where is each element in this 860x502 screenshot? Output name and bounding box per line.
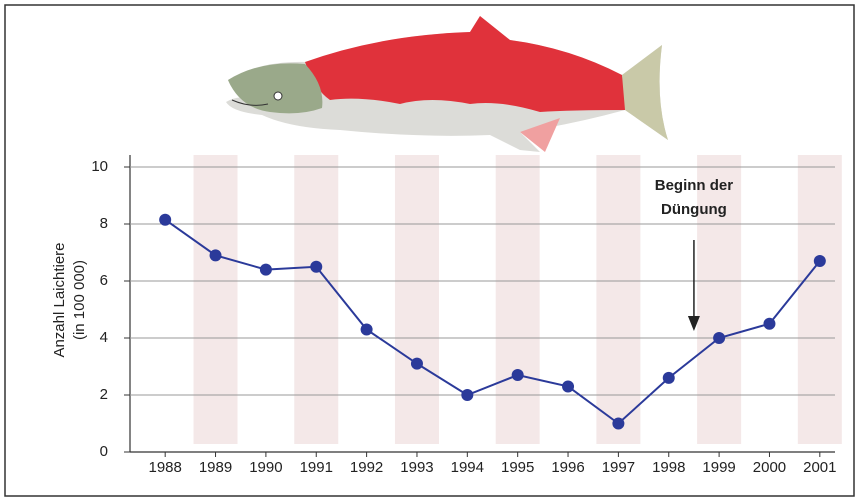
band	[294, 155, 338, 444]
band	[798, 155, 842, 444]
point	[562, 380, 574, 392]
x-tick-label: 1992	[350, 459, 383, 476]
page: Anzahl Laichtiere (in 100 000) 0 2 4 6 8 10 19…	[0, 0, 860, 502]
y-tick-label: 8	[100, 215, 108, 232]
x-tick-label: 1988	[148, 459, 181, 476]
y-tick-label: 6	[100, 272, 108, 289]
x-tick-label: 1998	[652, 459, 685, 476]
x-tick-label: 1995	[501, 459, 534, 476]
point	[763, 318, 775, 330]
point	[210, 249, 222, 261]
chart: Anzahl Laichtiere (in 100 000) 0 2 4 6 8 10 19…	[0, 0, 860, 502]
x-tick-label: 2000	[753, 459, 786, 476]
y-tick-label: 0	[100, 443, 108, 460]
point	[814, 255, 826, 267]
point	[361, 323, 373, 335]
x-tick-label: 2001	[803, 459, 836, 476]
point	[612, 418, 624, 430]
x-tick-label: 1999	[702, 459, 735, 476]
point	[663, 372, 675, 384]
y-axis-label: (in 100 000)	[71, 260, 88, 340]
point	[159, 214, 171, 226]
point	[411, 358, 423, 370]
x-tick-label: 1989	[199, 459, 232, 476]
x-tick-label: 1996	[551, 459, 584, 476]
x-tick-label: 1993	[400, 459, 433, 476]
band	[697, 155, 741, 444]
x-tick-label: 1990	[249, 459, 282, 476]
y-tick-label: 2	[100, 386, 108, 403]
band	[596, 155, 640, 444]
point	[260, 264, 272, 276]
x-tick-label: 1994	[451, 459, 484, 476]
x-tick-label: 1991	[300, 459, 333, 476]
point	[461, 389, 473, 401]
band	[496, 155, 540, 444]
point	[713, 332, 725, 344]
y-tick-label: 10	[91, 158, 108, 175]
y-axis-label: Anzahl Laichtiere	[51, 242, 68, 357]
annotation: Beginn der	[655, 177, 734, 194]
band	[194, 155, 238, 444]
band	[395, 155, 439, 444]
point	[310, 261, 322, 273]
x-tick-label: 1997	[602, 459, 635, 476]
y-tick-label: 4	[100, 329, 108, 346]
point	[512, 369, 524, 381]
annotation: Düngung	[661, 201, 727, 218]
